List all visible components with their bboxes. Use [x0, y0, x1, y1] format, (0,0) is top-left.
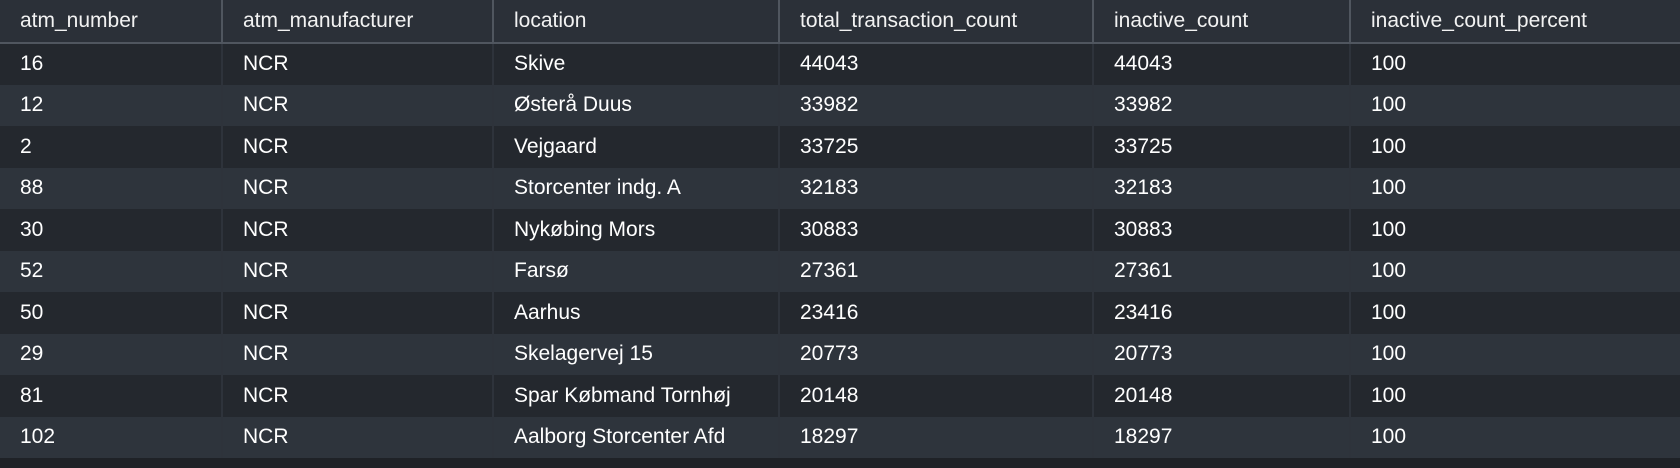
table-row[interactable]: 16 NCR Skive 44043 44043 100	[0, 43, 1680, 85]
cell-atm-number[interactable]: 52	[0, 250, 223, 292]
cell-inactive-count-percent[interactable]: 100	[1350, 416, 1680, 458]
table-row[interactable]: 102 NCR Aalborg Storcenter Afd 18297 182…	[0, 416, 1680, 458]
cell-atm-manufacturer[interactable]: NCR	[222, 84, 494, 126]
table-row[interactable]: 52 NCR Farsø 27361 27361 100	[0, 250, 1680, 292]
cell-location[interactable]: Farsø	[493, 250, 780, 292]
cell-atm-number[interactable]: 50	[0, 292, 223, 334]
cell-inactive-count[interactable]: 18297	[1093, 416, 1351, 458]
cell-inactive-count-percent[interactable]: 100	[1350, 126, 1680, 168]
table-row[interactable]: 2 NCR Vejgaard 33725 33725 100	[0, 126, 1680, 168]
cell-atm-manufacturer[interactable]: NCR	[222, 126, 494, 168]
cell-total-transaction-count[interactable]: 18297	[779, 416, 1094, 458]
cell-total-transaction-count[interactable]: 23416	[779, 292, 1094, 334]
cell-inactive-count[interactable]: 30883	[1093, 209, 1351, 251]
table-row[interactable]: 81 NCR Spar Købmand Tornhøj 20148 20148 …	[0, 375, 1680, 417]
table-row[interactable]: 88 NCR Storcenter indg. A 32183 32183 10…	[0, 167, 1680, 209]
table-row[interactable]: 30 NCR Nykøbing Mors 30883 30883 100	[0, 209, 1680, 251]
cell-total-transaction-count[interactable]: 30883	[779, 209, 1094, 251]
cell-atm-manufacturer[interactable]: NCR	[222, 416, 494, 458]
cell-atm-number[interactable]: 12	[0, 84, 223, 126]
cell-total-transaction-count[interactable]: 32183	[779, 167, 1094, 209]
cell-inactive-count[interactable]: 27361	[1093, 250, 1351, 292]
column-header-atm-manufacturer[interactable]: atm_manufacturer	[222, 0, 494, 44]
cell-atm-number[interactable]: 2	[0, 126, 223, 168]
cell-inactive-count[interactable]: 33982	[1093, 84, 1351, 126]
cell-atm-number[interactable]: 102	[0, 416, 223, 458]
table-row[interactable]: 29 NCR Skelagervej 15 20773 20773 100	[0, 333, 1680, 375]
cell-atm-number[interactable]: 81	[0, 375, 223, 417]
cell-total-transaction-count[interactable]: 33725	[779, 126, 1094, 168]
cell-atm-number[interactable]: 16	[0, 43, 223, 85]
table-header: atm_number atm_manufacturer location tot…	[0, 0, 1680, 44]
cell-inactive-count-percent[interactable]: 100	[1350, 43, 1680, 85]
cell-inactive-count-percent[interactable]: 100	[1350, 209, 1680, 251]
column-header-total-transaction-count[interactable]: total_transaction_count	[779, 0, 1094, 44]
column-header-inactive-count-percent[interactable]: inactive_count_percent	[1350, 0, 1680, 44]
cell-location[interactable]: Nykøbing Mors	[493, 209, 780, 251]
cell-inactive-count[interactable]: 32183	[1093, 167, 1351, 209]
cell-atm-number[interactable]: 88	[0, 167, 223, 209]
cell-atm-manufacturer[interactable]: NCR	[222, 167, 494, 209]
cell-location[interactable]: Aalborg Storcenter Afd	[493, 416, 780, 458]
table-row[interactable]: 50 NCR Aarhus 23416 23416 100	[0, 292, 1680, 334]
cell-total-transaction-count[interactable]: 20773	[779, 333, 1094, 375]
cell-atm-number[interactable]: 29	[0, 333, 223, 375]
cell-inactive-count-percent[interactable]: 100	[1350, 250, 1680, 292]
cell-inactive-count-percent[interactable]: 100	[1350, 333, 1680, 375]
cell-location[interactable]: Aarhus	[493, 292, 780, 334]
table-row[interactable]: 12 NCR Østerå Duus 33982 33982 100	[0, 84, 1680, 126]
cell-inactive-count-percent[interactable]: 100	[1350, 292, 1680, 334]
cell-inactive-count[interactable]: 23416	[1093, 292, 1351, 334]
cell-atm-manufacturer[interactable]: NCR	[222, 43, 494, 85]
cell-location[interactable]: Skive	[493, 43, 780, 85]
column-header-atm-number[interactable]: atm_number	[0, 0, 223, 44]
cell-total-transaction-count[interactable]: 20148	[779, 375, 1094, 417]
column-header-location[interactable]: location	[493, 0, 780, 44]
cell-inactive-count[interactable]: 20773	[1093, 333, 1351, 375]
cell-location[interactable]: Østerå Duus	[493, 84, 780, 126]
column-header-inactive-count[interactable]: inactive_count	[1093, 0, 1351, 44]
cell-inactive-count[interactable]: 44043	[1093, 43, 1351, 85]
cell-inactive-count[interactable]: 20148	[1093, 375, 1351, 417]
table-body: 16 NCR Skive 44043 44043 100 12 NCR Øste…	[0, 43, 1680, 458]
cell-inactive-count-percent[interactable]: 100	[1350, 375, 1680, 417]
cell-location[interactable]: Spar Købmand Tornhøj	[493, 375, 780, 417]
header-row: atm_number atm_manufacturer location tot…	[0, 0, 1680, 44]
cell-atm-manufacturer[interactable]: NCR	[222, 292, 494, 334]
cell-atm-number[interactable]: 30	[0, 209, 223, 251]
cell-atm-manufacturer[interactable]: NCR	[222, 250, 494, 292]
cell-atm-manufacturer[interactable]: NCR	[222, 209, 494, 251]
cell-inactive-count-percent[interactable]: 100	[1350, 84, 1680, 126]
cell-total-transaction-count[interactable]: 33982	[779, 84, 1094, 126]
cell-location[interactable]: Storcenter indg. A	[493, 167, 780, 209]
cell-inactive-count[interactable]: 33725	[1093, 126, 1351, 168]
cell-total-transaction-count[interactable]: 44043	[779, 43, 1094, 85]
cell-atm-manufacturer[interactable]: NCR	[222, 333, 494, 375]
cell-location[interactable]: Vejgaard	[493, 126, 780, 168]
cell-location[interactable]: Skelagervej 15	[493, 333, 780, 375]
cell-total-transaction-count[interactable]: 27361	[779, 250, 1094, 292]
cell-inactive-count-percent[interactable]: 100	[1350, 167, 1680, 209]
cell-atm-manufacturer[interactable]: NCR	[222, 375, 494, 417]
results-table: atm_number atm_manufacturer location tot…	[0, 0, 1680, 458]
